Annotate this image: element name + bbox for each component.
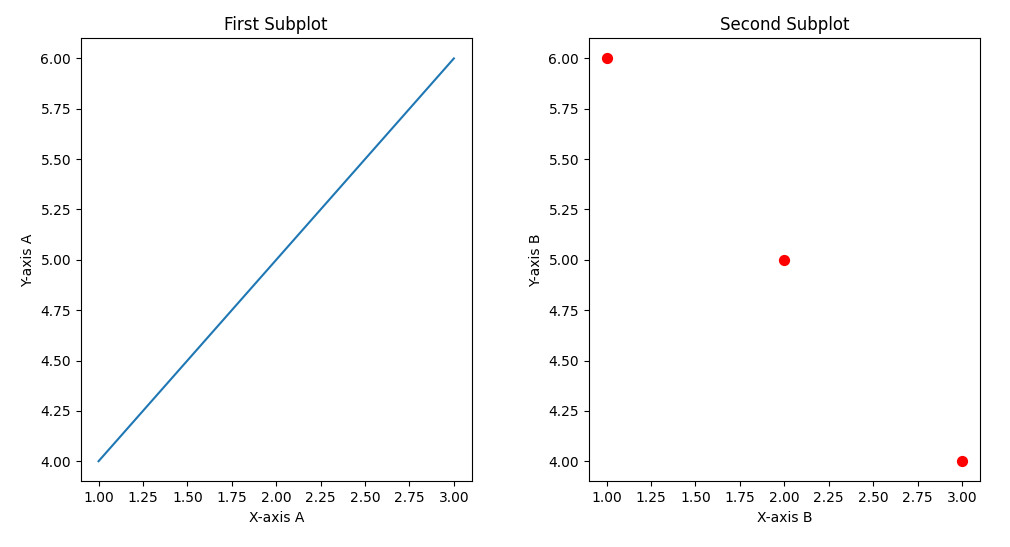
Y-axis label: Y-axis A: Y-axis A [21, 233, 34, 287]
Point [953, 457, 970, 465]
Point [599, 54, 615, 63]
X-axis label: X-axis A: X-axis A [248, 511, 304, 525]
Title: First Subplot: First Subplot [224, 16, 328, 34]
Title: Second Subplot: Second Subplot [719, 16, 849, 34]
Point [777, 255, 793, 264]
Y-axis label: Y-axis B: Y-axis B [529, 233, 542, 287]
X-axis label: X-axis B: X-axis B [756, 511, 812, 525]
